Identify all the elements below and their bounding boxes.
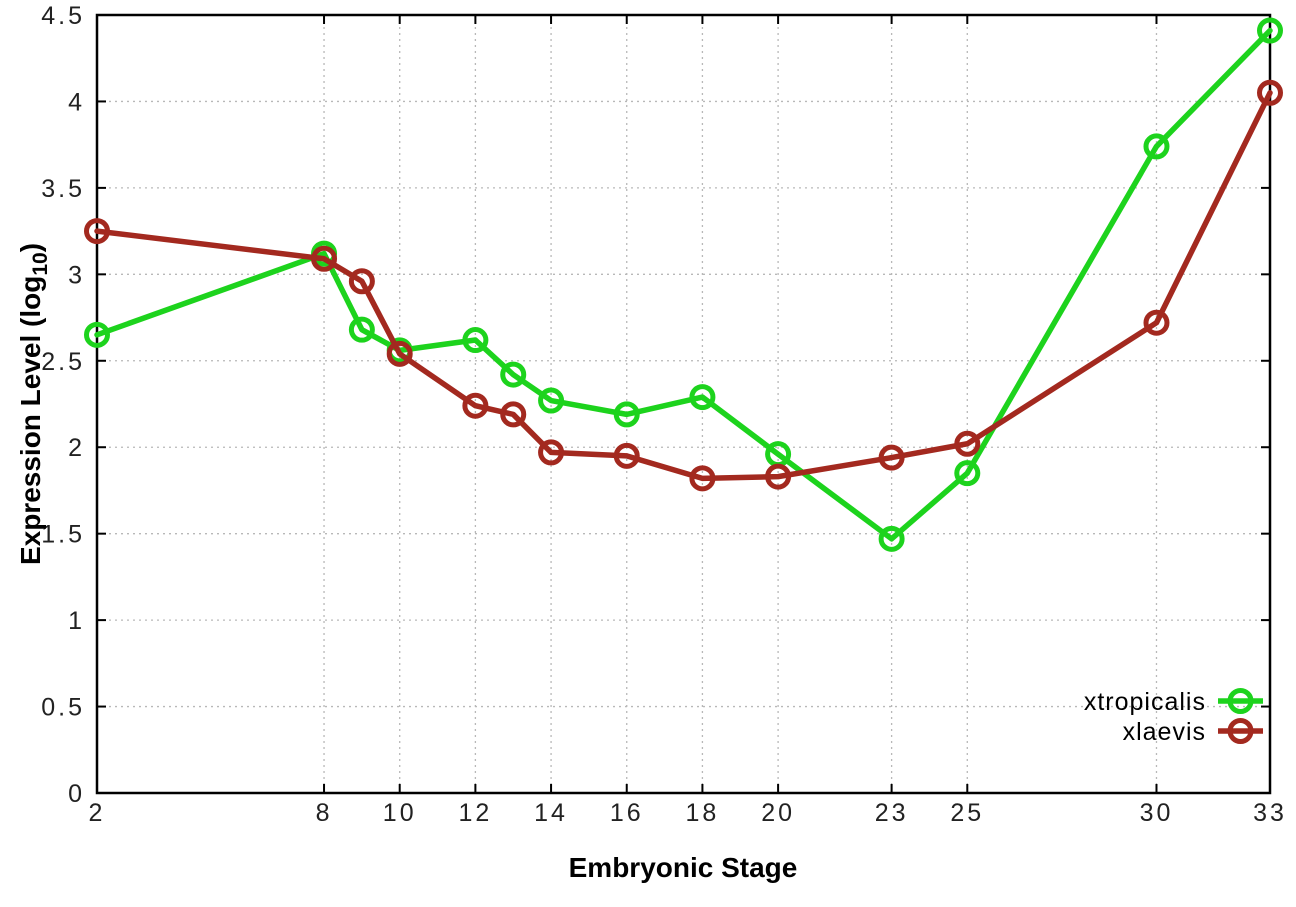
xtropicalis-point xyxy=(348,316,375,343)
y-tick-label: 4 xyxy=(68,88,85,116)
xlaevis-point xyxy=(1143,309,1170,336)
xlaevis-point xyxy=(878,444,905,471)
x-tick-label: 20 xyxy=(761,799,795,827)
y-axis-title-close: ) xyxy=(15,243,46,252)
x-tick-label: 16 xyxy=(610,799,644,827)
axis-layer: 2 8 10 12 14 16 18 20 23 25 30 33 0 0.5 1 1.5 2 2.5 3 3.5 4 4… xyxy=(41,2,1287,827)
series-layer xyxy=(84,17,1283,552)
x-axis-title: Embryonic Stage xyxy=(569,852,798,883)
xtropicalis-point xyxy=(1143,133,1170,160)
xtropicalis-point xyxy=(500,361,527,388)
y-tick-label: 2.5 xyxy=(41,348,85,376)
legend-label-xlaevis: xlaevis xyxy=(1123,718,1206,746)
x-tick-label: 14 xyxy=(534,799,568,827)
y-tick-label: 3.5 xyxy=(41,175,85,203)
plot-border xyxy=(95,13,1272,795)
y-axis-title-subscript: 10 xyxy=(29,252,52,275)
legend-sample-marker-xtropicalis xyxy=(1227,688,1254,714)
y-tick-label: 4.5 xyxy=(41,2,85,30)
xlaevis-point xyxy=(765,463,792,490)
xtropicalis-point xyxy=(878,525,905,552)
xtropicalis-line xyxy=(94,27,1273,542)
y-tick-label: 2 xyxy=(68,434,85,462)
y-axis-title: Expression Level (log10) xyxy=(15,243,52,565)
x-tick-label: 18 xyxy=(686,799,720,827)
x-tick-label: 25 xyxy=(950,799,984,827)
xlaevis-point xyxy=(84,218,110,245)
xlaevis-point xyxy=(500,401,527,428)
legend-sample-marker-xlaevis xyxy=(1227,718,1254,744)
xlaevis-point xyxy=(386,340,413,367)
y-tick-label: 3 xyxy=(68,261,85,289)
x-tick-label: 33 xyxy=(1253,799,1287,827)
xlaevis-point xyxy=(689,465,716,492)
xtropicalis-point xyxy=(538,387,565,414)
y-tick-label: 1 xyxy=(68,607,85,635)
x-tick-label: 30 xyxy=(1140,799,1174,827)
y-axis-title-main: Expression Level (log xyxy=(15,276,46,565)
legend-label-xtropicalis: xtropicalis xyxy=(1084,688,1206,716)
y-tick-label: 0 xyxy=(68,780,85,808)
xlaevis-point xyxy=(311,245,338,272)
xlaevis-line xyxy=(94,90,1273,482)
xlaevis-point xyxy=(613,442,640,469)
grid-layer xyxy=(97,15,1270,793)
xtropicalis-point xyxy=(613,401,640,428)
y-tick-label: 0.5 xyxy=(41,694,85,722)
x-tick-label: 12 xyxy=(458,799,492,827)
xlaevis-point xyxy=(538,439,565,466)
x-tick-label: 8 xyxy=(316,799,333,827)
xlaevis-point xyxy=(348,268,375,295)
xlaevis-point xyxy=(1257,79,1283,106)
xtropicalis-point xyxy=(1257,17,1283,44)
xtropicalis-point xyxy=(462,327,489,354)
x-tick-label: 2 xyxy=(89,799,106,827)
x-tick-label: 23 xyxy=(875,799,909,827)
xtropicalis-point xyxy=(689,384,716,411)
x-tick-label: 10 xyxy=(383,799,417,827)
xlaevis-point xyxy=(462,392,489,419)
y-tick-label: 1.5 xyxy=(41,521,85,549)
xlaevis-point xyxy=(954,430,981,457)
xtropicalis-point xyxy=(954,460,981,487)
xtropicalis-point xyxy=(84,321,110,348)
